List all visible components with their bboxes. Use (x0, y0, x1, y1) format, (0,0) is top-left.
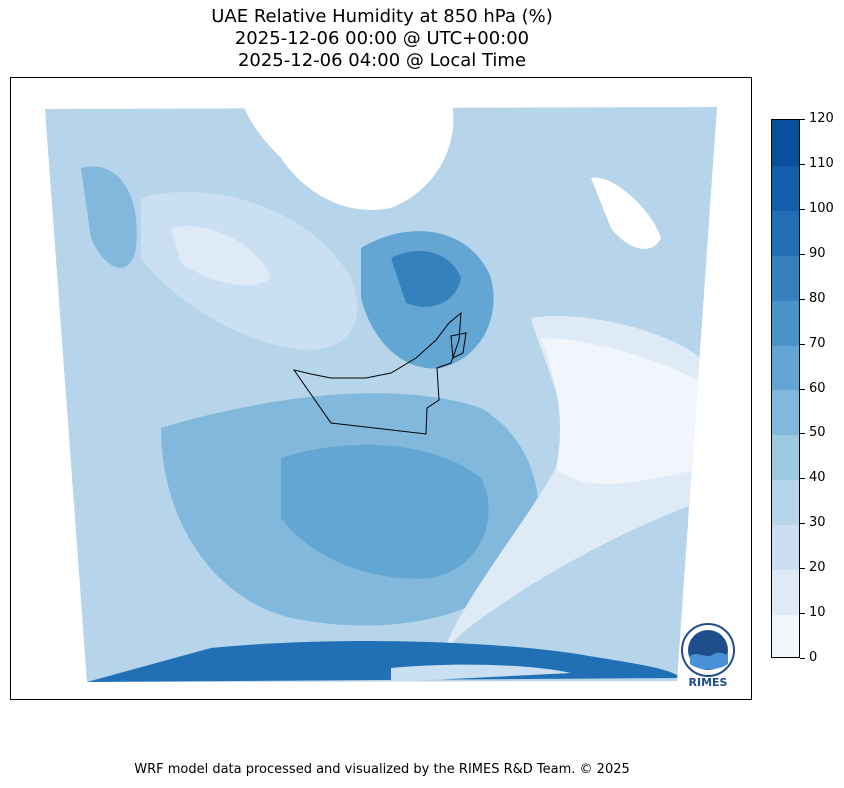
contour-region-missing-north (241, 107, 454, 210)
contour-region-nw-lighter (171, 226, 271, 286)
colorbar-tick-mark (800, 119, 805, 120)
colorbar-tick-mark (800, 433, 805, 435)
footer-credit: WRF model data processed and visualized … (134, 762, 630, 777)
title-line-1: UAE Relative Humidity at 850 hPa (%) (211, 6, 553, 27)
colorbar-tick-mark (800, 523, 805, 525)
colorbar-tick-label: 60 (809, 380, 826, 396)
colorbar-segment (772, 299, 799, 346)
colorbar-tick-mark (800, 298, 805, 300)
colorbar-tick-label: 40 (809, 470, 826, 486)
colorbar-tick-label: 0 (809, 650, 818, 665)
colorbar-tick-label: 70 (809, 335, 826, 351)
colorbar (771, 119, 800, 658)
contour-region-west-band (81, 166, 137, 268)
colorbar-segment (772, 120, 799, 166)
rimes-logo-text: RIMES (688, 676, 728, 689)
title-line-2: 2025-12-06 00:00 @ UTC+00:00 (234, 28, 530, 49)
colorbar-segment (772, 209, 799, 256)
colorbar-segment (772, 479, 799, 526)
colorbar-tick-mark (800, 613, 805, 615)
colorbar-segment (772, 164, 799, 211)
colorbar-tick-mark (800, 658, 805, 659)
colorbar-tick-mark (800, 208, 805, 210)
uae-boundary (292, 311, 462, 435)
colorbar-segment (772, 389, 799, 436)
colorbar-tick-mark (800, 388, 805, 390)
colorbar-tick-label: 20 (809, 560, 826, 576)
colorbar-segment (772, 614, 799, 657)
humidity-contour-map (45, 107, 717, 682)
colorbar-tick-label: 120 (809, 111, 834, 126)
map-title: UAE Relative Humidity at 850 hPa (%) 202… (0, 6, 764, 72)
colorbar-tick-label: 90 (809, 245, 826, 261)
colorbar-tick-mark (800, 163, 805, 165)
colorbar-segment (772, 434, 799, 481)
oman-exclave-boundary (450, 332, 467, 359)
contour-region-gulf-dark (391, 250, 461, 307)
colorbar-tick-label: 100 (809, 200, 834, 216)
colorbar-segment (772, 569, 799, 616)
rimes-logo: RIMES (680, 620, 740, 690)
contour-region-missing-northeast (591, 177, 661, 249)
colorbar-tick-mark (800, 568, 805, 570)
colorbar-tick-mark (800, 343, 805, 345)
rimes-logo-icon (681, 623, 735, 677)
colorbar-tick-mark (800, 478, 805, 480)
colorbar-tick-mark (800, 253, 805, 255)
colorbar-tick-label: 110 (809, 155, 834, 171)
colorbar-tick-label: 10 (809, 605, 826, 621)
contour-region-south-light (391, 664, 571, 682)
colorbar-segment (772, 344, 799, 391)
colorbar-tick-label: 50 (809, 425, 826, 441)
contour-region-central-dark (281, 444, 489, 579)
colorbar-tick-label: 80 (809, 290, 826, 306)
contour-region-dry-core (541, 338, 711, 484)
map-panel (10, 77, 752, 700)
title-line-3: 2025-12-06 04:00 @ Local Time (237, 50, 527, 71)
colorbar-segment (772, 524, 799, 571)
colorbar-segment (772, 254, 799, 301)
colorbar-tick-label: 30 (809, 515, 826, 531)
